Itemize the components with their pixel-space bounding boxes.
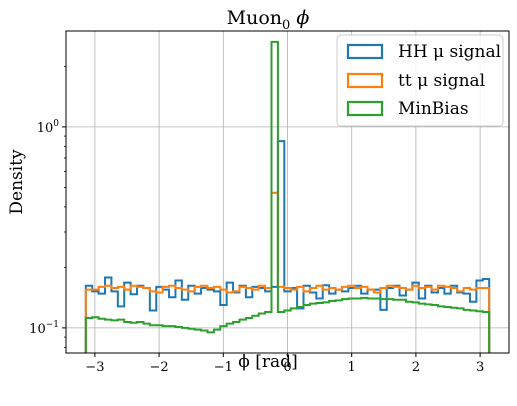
histogram-series-0 [84,140,491,353]
y-tick-label: 10−1 [29,320,59,337]
histogram-series-2 [84,40,491,353]
legend-swatch-tt [346,72,384,89]
x-tick-label: 0 [283,360,291,375]
legend-label-minbias: MinBias [398,99,469,119]
x-tick-label: 1 [348,360,356,375]
x-tick-label: 3 [476,360,484,375]
legend-label-hh: HH μ signal [398,42,501,62]
x-axis-ticks: −3 −2 −1 0 1 2 3 [85,353,484,375]
x-tick-label: −3 [85,360,104,375]
legend-swatch-hh [346,43,384,60]
x-tick-label: 2 [412,360,420,375]
chart-title: Muon0 ϕ [227,7,310,33]
grid-lines [66,31,509,353]
y-axis-label: Density [7,149,27,215]
legend-label-tt: tt μ signal [398,71,485,91]
y-axis-ticks: 10−1 100 [29,65,66,348]
x-tick-label: −2 [150,360,169,375]
y-tick-label: 100 [37,119,60,136]
x-tick-label: −1 [214,360,233,375]
histogram-series [84,40,491,353]
legend: HH μ signal tt μ signal MinBias [336,34,504,127]
x-axis-label: ϕ [rad] [238,352,297,372]
histogram-series-1 [84,191,491,353]
legend-swatch-minbias [346,100,384,117]
